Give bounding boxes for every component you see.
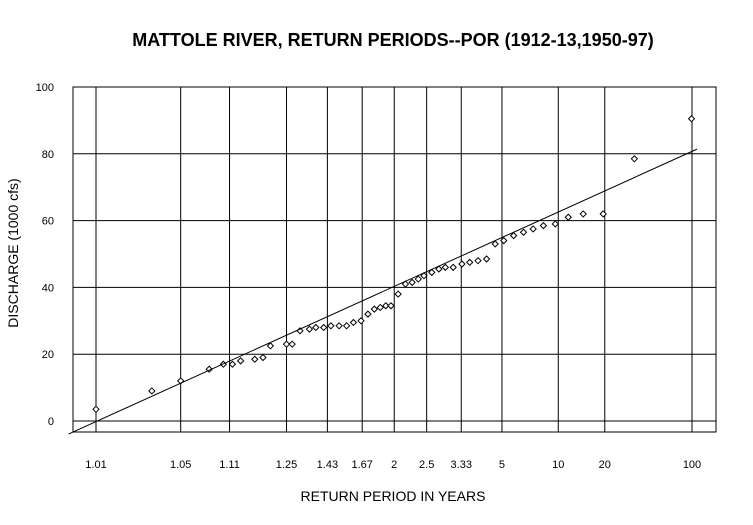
data-point — [342, 322, 351, 330]
data-point — [414, 275, 422, 283]
y-axis-label: DISCHARGE (1000 cfs) — [5, 178, 21, 327]
data-point — [491, 240, 499, 248]
data-point — [92, 405, 100, 414]
x-tick-label: 3.33 — [451, 459, 472, 471]
data-point — [687, 115, 696, 123]
data-point — [564, 213, 572, 221]
data-point — [357, 317, 365, 325]
data-point — [319, 323, 328, 332]
data-point — [449, 263, 457, 272]
data-point — [364, 310, 372, 318]
data-point — [474, 256, 482, 265]
data-point — [465, 258, 474, 267]
y-tick-label: 60 — [42, 216, 54, 228]
y-tick-label: 80 — [42, 149, 54, 161]
data-point — [335, 322, 343, 330]
data-point — [282, 340, 291, 348]
data-point — [382, 302, 390, 310]
data-point — [599, 210, 607, 218]
y-tick-label: 20 — [42, 349, 54, 361]
data-point — [420, 272, 428, 280]
data-point — [529, 225, 537, 233]
data-point — [408, 278, 416, 287]
data-point — [376, 303, 384, 312]
x-tick-label: 1.25 — [276, 459, 297, 471]
x-tick-label: 1.01 — [85, 459, 106, 471]
tick-labels: 0 20 40 60 80 100 1.01 1.05 1.11 1.25 1.43 1.67 2 2.5… — [36, 82, 702, 471]
data-point — [259, 353, 267, 362]
data-point — [482, 255, 491, 263]
data-point — [305, 325, 314, 333]
x-tick-label: 1.11 — [219, 459, 240, 471]
data-point — [519, 228, 528, 236]
data-point — [579, 210, 587, 218]
data-point — [428, 268, 436, 277]
data-point — [458, 260, 466, 268]
data-point — [435, 265, 443, 273]
data-point — [370, 305, 379, 313]
data-point — [327, 322, 335, 330]
x-tick-label: 1.05 — [170, 459, 191, 471]
data-point — [394, 290, 402, 298]
data-point — [266, 342, 275, 350]
data-point — [539, 221, 548, 230]
data-point — [148, 387, 156, 395]
data-point — [551, 220, 559, 228]
data-point — [251, 355, 259, 363]
data-marks — [68, 115, 698, 435]
data-point — [441, 263, 450, 272]
data-point — [228, 360, 237, 368]
data-point — [236, 357, 245, 365]
data-point — [288, 340, 296, 348]
x-tick-label: 5 — [499, 459, 505, 471]
x-tick-label: 2 — [391, 459, 397, 471]
data-point — [349, 318, 358, 327]
data-point — [630, 155, 639, 163]
data-point — [500, 236, 508, 245]
x-tick-label: 1.43 — [317, 459, 338, 471]
trend-line — [68, 148, 698, 435]
data-point — [509, 231, 518, 240]
x-tick-label: 20 — [599, 459, 611, 471]
x-tick-label: 1.67 — [351, 459, 372, 471]
x-tick-label: 2.5 — [419, 459, 434, 471]
data-point — [387, 302, 395, 310]
y-tick-label: 100 — [36, 82, 54, 94]
x-tick-label: 100 — [683, 459, 701, 471]
data-point — [401, 280, 410, 288]
x-tick-label: 10 — [552, 459, 564, 471]
grid-lines — [72, 86, 717, 433]
chart-title: MATTOLE RIVER, RETURN PERIODS--POR (1912… — [132, 30, 653, 50]
x-axis-label: RETURN PERIOD IN YEARS — [301, 488, 486, 504]
y-tick-label: 40 — [42, 282, 54, 294]
y-tick-label: 0 — [48, 416, 54, 428]
data-point — [312, 323, 320, 332]
